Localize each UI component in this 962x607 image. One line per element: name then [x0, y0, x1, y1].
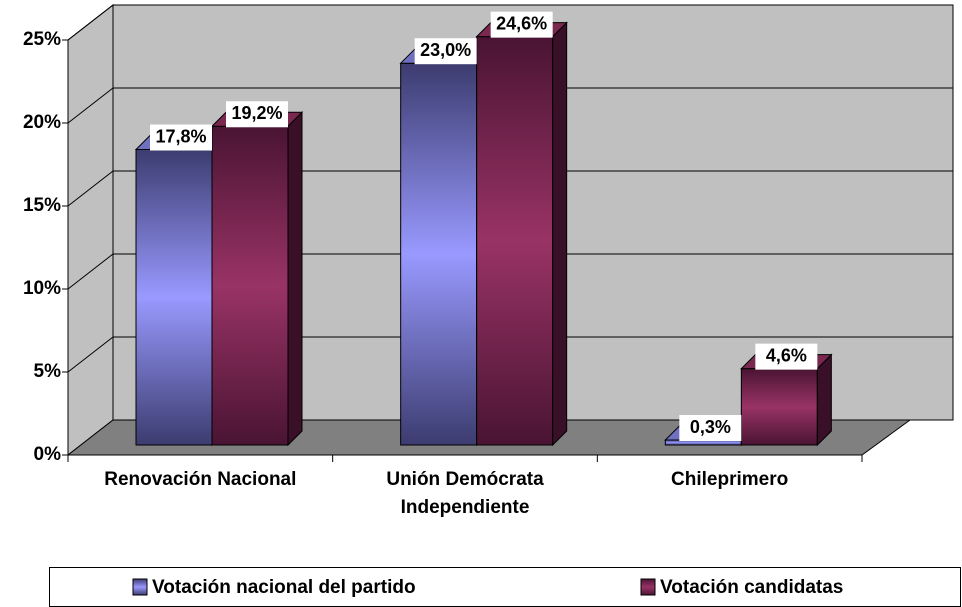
data-label-box	[490, 11, 553, 38]
bar-side	[287, 111, 303, 447]
grid-line	[67, 336, 114, 373]
legend-swatch	[132, 578, 148, 596]
y-tick-label: 15%	[23, 195, 61, 216]
bar-front	[211, 125, 289, 446]
legend-swatch	[640, 578, 656, 596]
data-label-box	[150, 124, 212, 151]
legend-label: Votación candidatas	[660, 577, 843, 598]
bar-front	[135, 149, 213, 446]
data-label-box	[679, 415, 742, 442]
y-tick-label: 25%	[23, 29, 61, 50]
data-label: 24,6%	[496, 13, 547, 33]
y-tick-label: 10%	[23, 278, 61, 299]
bar-side	[816, 353, 832, 447]
bar	[210, 111, 304, 447]
data-label: 19,2%	[231, 103, 282, 123]
x-tick-label: Chileprimero	[671, 469, 789, 490]
bar-front	[740, 368, 818, 446]
bar-front	[400, 62, 478, 446]
y-tick-label: 5%	[34, 361, 62, 382]
bar-front	[476, 36, 554, 446]
data-label-box	[755, 343, 818, 370]
legend-box	[49, 567, 961, 607]
data-label-box	[226, 101, 288, 128]
bar-side	[552, 21, 568, 447]
legend-label: Votación nacional del partido	[152, 577, 416, 598]
grid-line	[67, 170, 114, 207]
side-wall	[67, 3, 114, 457]
data-label: 17,8%	[155, 126, 206, 146]
bar	[475, 21, 568, 447]
data-label: 23,0%	[420, 40, 471, 60]
grid-line	[67, 4, 114, 41]
data-label-box	[414, 38, 477, 65]
data-label: 4,6%	[766, 345, 807, 365]
grid-line	[67, 253, 114, 290]
data-label: 0,3%	[690, 417, 731, 437]
y-tick-label: 20%	[23, 112, 61, 133]
x-tick-label: Unión Demócrata Independiente	[386, 469, 544, 518]
grid-line	[67, 87, 114, 124]
y-tick-label: 0%	[34, 444, 62, 465]
x-tick-label: Renovación Nacional	[104, 469, 297, 490]
